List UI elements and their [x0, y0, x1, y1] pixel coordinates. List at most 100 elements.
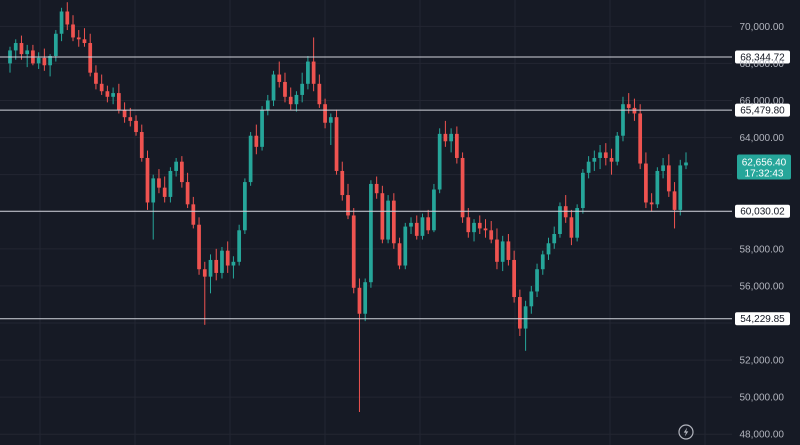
candle	[432, 183, 436, 233]
candle	[466, 208, 471, 238]
candle	[518, 289, 522, 336]
candle-body	[42, 57, 47, 66]
candle	[483, 219, 488, 238]
candle	[386, 195, 390, 244]
candle	[48, 54, 52, 77]
candle-body	[357, 287, 362, 314]
candle	[248, 132, 253, 186]
candle	[558, 202, 562, 238]
candle	[237, 224, 242, 266]
candle-body	[311, 61, 316, 84]
candle-body	[76, 37, 81, 40]
candle-body	[323, 104, 327, 123]
candle-body	[380, 193, 385, 240]
candle-body	[180, 161, 184, 183]
level-tag-background	[735, 103, 790, 117]
candle-body	[122, 109, 127, 118]
candle-body	[414, 222, 419, 236]
level-tag-background	[735, 50, 790, 64]
candle	[42, 48, 47, 71]
candle-body	[391, 200, 396, 244]
candle-body	[65, 11, 70, 25]
candle	[477, 215, 482, 234]
candle-body	[111, 93, 115, 97]
candle-body	[254, 135, 259, 147]
candle	[598, 144, 602, 170]
last-price-countdown: 17:32:43	[745, 168, 784, 179]
candle	[157, 169, 161, 194]
candle-body	[99, 83, 104, 92]
candle	[569, 209, 574, 246]
candle	[489, 221, 494, 244]
candle-body	[626, 104, 631, 108]
candle	[231, 256, 236, 279]
candle-body	[53, 33, 58, 56]
candle-body	[684, 162, 688, 166]
candle-body	[328, 117, 333, 123]
last-price-value: 62,656.40	[742, 157, 787, 168]
candle-body	[437, 133, 442, 190]
candle	[603, 143, 608, 166]
candle-body	[168, 170, 173, 197]
candle	[649, 193, 654, 212]
price-axis-tick-label: 48,000.00	[740, 430, 785, 441]
candle	[53, 30, 58, 62]
candle	[260, 106, 264, 151]
candle-body	[317, 83, 322, 105]
candle	[185, 172, 190, 209]
candle-body	[632, 107, 637, 114]
lightning-bolt-icon[interactable]	[678, 424, 694, 440]
candle	[655, 167, 660, 209]
candle-body	[151, 178, 156, 203]
candle	[283, 72, 287, 103]
candle	[437, 128, 442, 194]
candle	[363, 278, 368, 322]
candle	[323, 98, 327, 129]
candle-body	[128, 117, 133, 121]
candle-body	[500, 241, 505, 262]
candle	[621, 96, 625, 142]
candle	[581, 169, 585, 214]
price-axis-tick-label: 66,000.00	[740, 96, 785, 107]
candle	[168, 167, 173, 203]
candle-body	[19, 43, 24, 55]
level-price-tag: 54,229.85	[735, 312, 790, 326]
candle	[243, 178, 247, 234]
candle	[615, 132, 620, 166]
level-tag-label: 68,344.72	[740, 53, 785, 64]
candle	[414, 215, 419, 240]
candle	[672, 182, 677, 229]
candle-body	[13, 43, 18, 51]
candle	[36, 52, 41, 69]
candle-body	[638, 113, 643, 164]
candle-body	[157, 178, 161, 188]
candle	[180, 156, 184, 188]
candle-body	[36, 57, 41, 64]
candle-body	[495, 239, 499, 262]
candle	[139, 124, 144, 162]
level-tag-background	[735, 312, 790, 326]
candle-body	[220, 250, 224, 273]
candle	[202, 261, 207, 325]
candle	[145, 150, 150, 210]
candle-body	[231, 261, 236, 266]
candle-body	[649, 202, 654, 205]
candle	[454, 126, 459, 164]
candle-body	[426, 217, 431, 231]
candle-body	[214, 259, 219, 273]
candle	[271, 70, 276, 107]
candle	[500, 235, 505, 272]
candle	[357, 278, 362, 412]
candle	[220, 246, 224, 279]
candle-body	[672, 191, 677, 210]
candle	[403, 222, 408, 270]
candle-body	[558, 206, 562, 234]
price-axis[interactable]: 70,000.0068,000.0066,000.0064,000.0062,0…	[740, 22, 785, 441]
candle-body	[546, 243, 551, 255]
candle	[71, 15, 75, 42]
candle	[116, 83, 121, 114]
candle-body	[25, 50, 30, 55]
candle-body	[592, 157, 597, 162]
candle	[288, 87, 293, 110]
